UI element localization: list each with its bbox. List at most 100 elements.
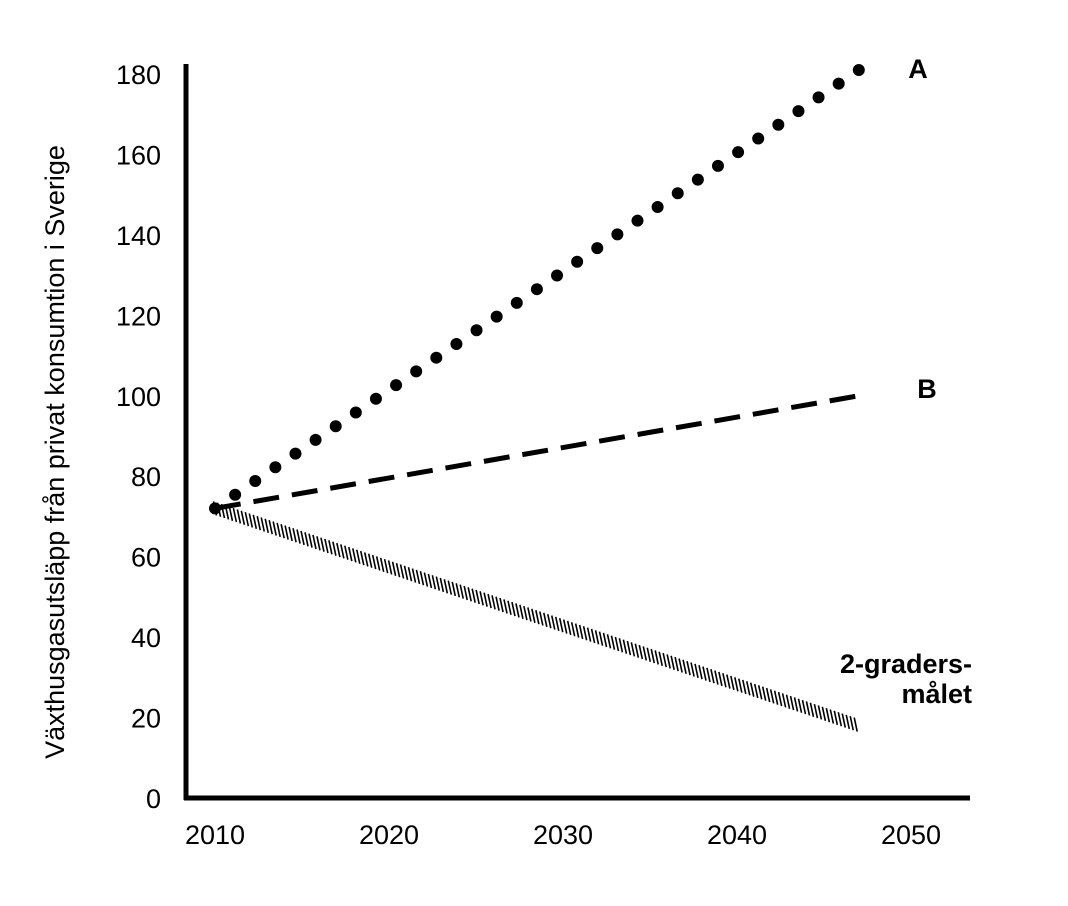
series-2-graders-hatch bbox=[773, 690, 779, 705]
series-2-graders-hatch bbox=[240, 510, 246, 525]
series-2-graders-hatch bbox=[849, 716, 855, 731]
series-2-graders-hatch bbox=[320, 537, 325, 552]
series-2-graders-hatch bbox=[706, 667, 711, 683]
series-2-graders-hatch bbox=[312, 534, 317, 550]
series-2-graders-hatch bbox=[519, 604, 524, 619]
series-2-graders-hatch bbox=[753, 683, 759, 699]
series-2-graders-hatch bbox=[248, 513, 254, 528]
series-2-graders-hatch bbox=[781, 693, 787, 708]
series-2-graders-hatch bbox=[745, 681, 751, 696]
series-2-graders-hatch bbox=[387, 560, 393, 575]
series-2-graders-hatch bbox=[718, 671, 723, 687]
series-2-graders-hatch bbox=[459, 584, 465, 599]
series-2-graders-hatch bbox=[598, 631, 604, 646]
series-2-graders-hatch bbox=[523, 605, 528, 621]
y-tick-label: 80 bbox=[131, 462, 161, 492]
series-2-graders-hatch bbox=[825, 707, 831, 723]
x-tick-label: 2040 bbox=[707, 820, 767, 850]
series-2-graders-hatch bbox=[785, 694, 791, 709]
series-2-graders-hatch bbox=[789, 695, 795, 711]
series-a-point bbox=[551, 269, 564, 282]
series-2-graders-hatch bbox=[749, 682, 755, 697]
series-2-graders-hatch bbox=[797, 698, 803, 713]
series-2-graders-hatch bbox=[646, 647, 652, 662]
series-2-graders-hatch bbox=[344, 545, 349, 560]
series-2-graders-hatch bbox=[415, 569, 421, 585]
series-2-graders-hatch bbox=[288, 526, 293, 542]
y-tick-label: 40 bbox=[131, 623, 161, 653]
series-2-graders-hatch bbox=[845, 714, 851, 730]
series-2-graders-hatch bbox=[471, 588, 476, 603]
series-2-graders-hatch bbox=[610, 635, 616, 650]
series-2-graders-hatch bbox=[582, 626, 588, 641]
series-2-graders-hatch bbox=[224, 505, 230, 520]
series-b-line bbox=[214, 393, 860, 511]
series-2-graders-hatch bbox=[650, 648, 656, 664]
series-2-graders-hatch bbox=[670, 655, 675, 670]
series-2-graders-hatch bbox=[817, 705, 823, 720]
series-label-a: A bbox=[908, 54, 928, 84]
series-2-graders-hatch bbox=[742, 679, 747, 695]
series-a-point bbox=[289, 447, 302, 460]
series-2-graders-hatch bbox=[570, 622, 576, 637]
series-2-graders-hatch bbox=[761, 686, 767, 701]
y-tick-label: 120 bbox=[116, 301, 161, 331]
series-2-graders-hatch bbox=[336, 542, 341, 558]
labels-layer: A B 2-graders-målet bbox=[840, 54, 972, 709]
series-2-graders-hatch bbox=[801, 699, 807, 715]
series-2-graders-hatch bbox=[348, 546, 353, 562]
series-a-point bbox=[571, 255, 584, 268]
series-2-graders-hatch bbox=[702, 666, 707, 681]
series-a-point bbox=[349, 406, 362, 419]
series-2-graders-hatch bbox=[686, 661, 691, 676]
series-label-b: B bbox=[917, 374, 937, 404]
series-2-graders-hatch bbox=[722, 673, 727, 688]
x-tick-label: 2030 bbox=[533, 820, 593, 850]
series-a-point bbox=[772, 118, 785, 131]
series-a-point bbox=[249, 474, 262, 487]
series-a-point bbox=[369, 392, 382, 405]
series-a-point bbox=[591, 242, 604, 255]
series-2-graders-hatch bbox=[837, 712, 843, 727]
series-a-point bbox=[490, 310, 503, 323]
series-2-graders-hatch bbox=[479, 591, 484, 606]
series-a-point bbox=[470, 324, 483, 337]
series-a-point bbox=[430, 351, 443, 364]
series-2-graders-hatch bbox=[399, 564, 405, 579]
series-2-graders-hatch bbox=[550, 615, 556, 630]
series-2-graders-hatch bbox=[630, 642, 636, 657]
y-tick-label: 140 bbox=[116, 221, 161, 251]
series-2-graders-hatch bbox=[407, 567, 413, 582]
series-2-graders-hatch bbox=[359, 550, 365, 566]
series-2-graders-hatch bbox=[833, 710, 839, 726]
series-2-graders-hatch bbox=[232, 507, 238, 523]
series-a-point bbox=[852, 63, 865, 76]
series-2-graders-hatch bbox=[383, 558, 389, 574]
series-2-graders-hatch bbox=[853, 717, 859, 732]
series-2-graders-hatch bbox=[793, 697, 799, 712]
series-2-graders-hatch bbox=[427, 573, 433, 589]
series-2-graders-hatch bbox=[252, 514, 258, 529]
series-2-graders-hatch bbox=[236, 509, 242, 524]
x-tick-label: 2050 bbox=[881, 820, 941, 850]
series-2-graders-hatch bbox=[614, 636, 620, 652]
series-2-graders-hatch bbox=[590, 628, 596, 644]
series-2-graders-hatch bbox=[379, 557, 385, 572]
series-2-graders-line bbox=[212, 501, 859, 732]
series-2-graders-hatch bbox=[499, 597, 504, 613]
series-2-graders-hatch bbox=[535, 609, 540, 625]
series-2-graders-hatch bbox=[284, 525, 289, 540]
y-tick-label: 100 bbox=[116, 382, 161, 412]
series-a-point bbox=[410, 365, 423, 378]
series-2-graders-hatch bbox=[690, 662, 695, 677]
series-2-graders-hatch bbox=[363, 552, 369, 567]
series-2-graders-hatch bbox=[805, 701, 811, 716]
series-2-graders-hatch bbox=[439, 577, 445, 593]
series-2-graders-hatch bbox=[475, 589, 480, 605]
series-layer bbox=[209, 63, 865, 732]
series-2-graders-hatch bbox=[268, 520, 273, 535]
series-2-graders-hatch bbox=[841, 713, 847, 728]
series-2-graders-hatch bbox=[328, 540, 333, 555]
y-tick-label: 60 bbox=[131, 543, 161, 573]
